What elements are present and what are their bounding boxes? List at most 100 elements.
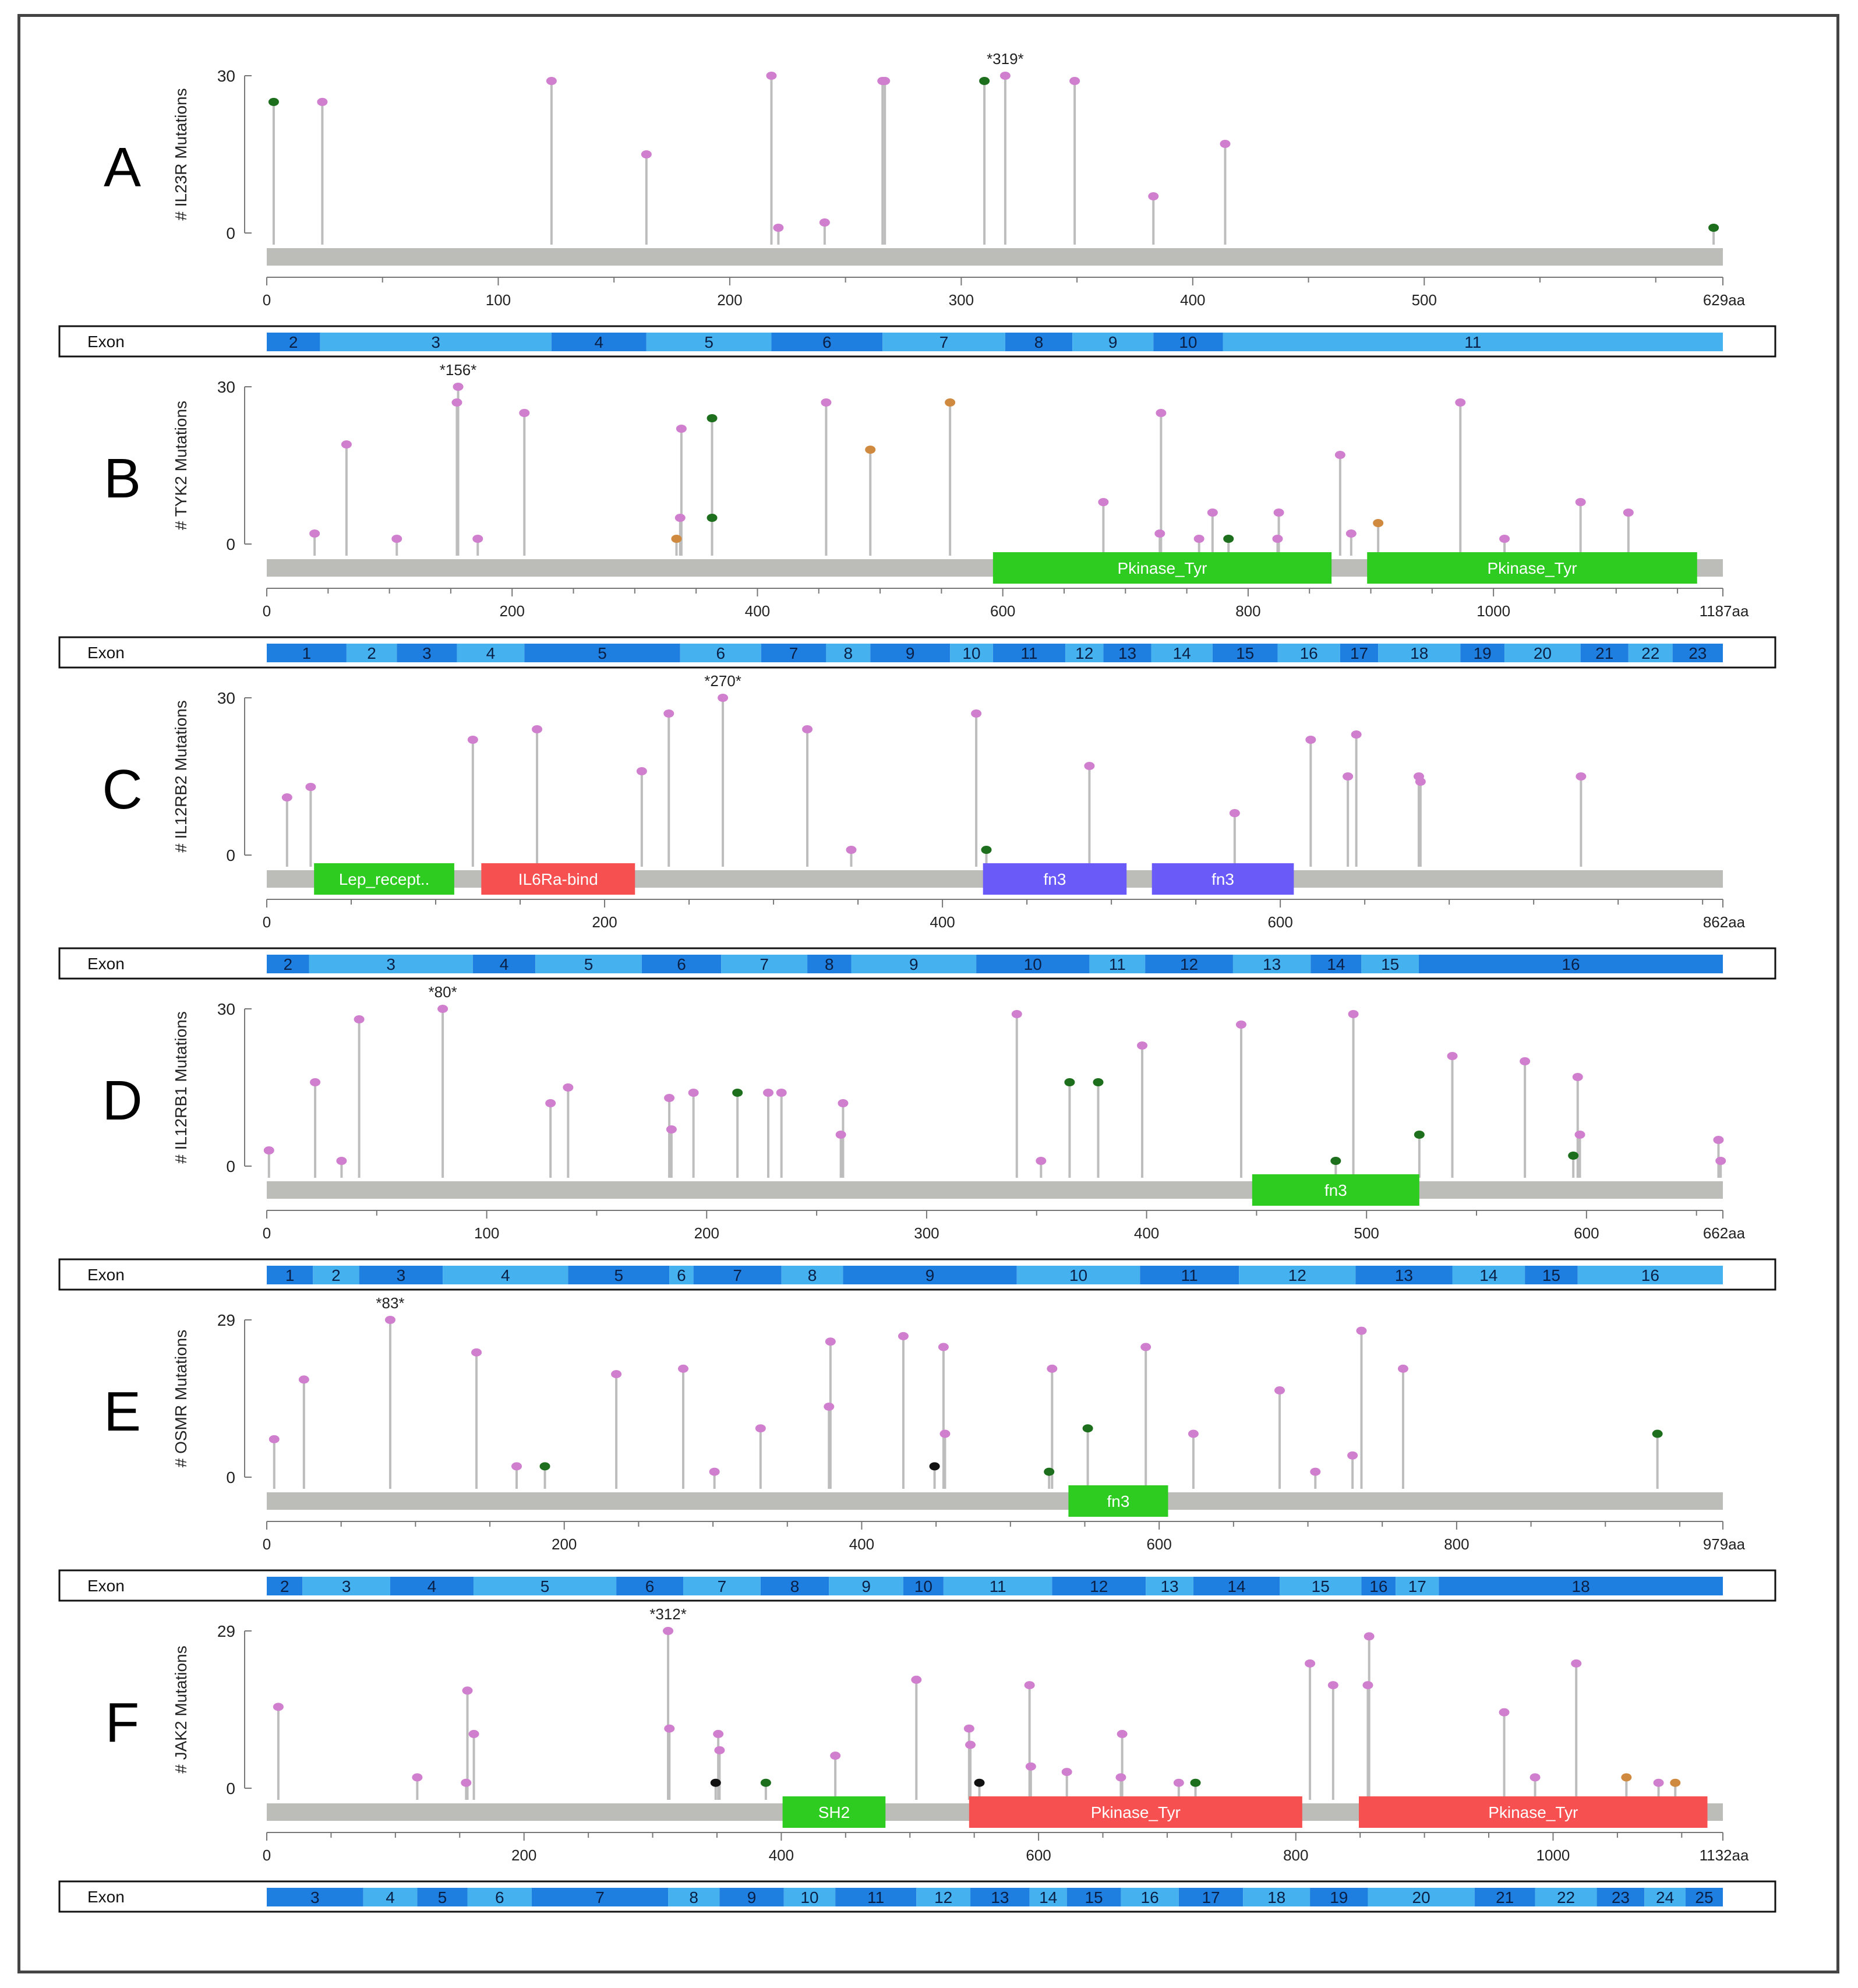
exon-number: 2 xyxy=(367,644,376,662)
mutation-head xyxy=(1621,1773,1632,1782)
exon-segment xyxy=(950,644,993,662)
mutation-head xyxy=(310,1078,321,1086)
exon-segment xyxy=(693,1266,782,1284)
mutation-head xyxy=(1343,772,1354,781)
exon-segment xyxy=(1460,644,1505,662)
exon-segment xyxy=(721,955,808,973)
exon-segment xyxy=(916,1888,971,1906)
mutation-head xyxy=(1345,529,1357,538)
mutation-head xyxy=(1137,1041,1148,1050)
exon-segment xyxy=(646,333,772,351)
exon-segment xyxy=(1280,1577,1362,1595)
mutation-head xyxy=(674,514,686,522)
protein-domain xyxy=(1359,1796,1708,1828)
x-tick-label: 400 xyxy=(930,913,955,931)
protein-domain-label: fn3 xyxy=(1043,870,1066,888)
protein-domain xyxy=(1367,552,1697,584)
exon-segment xyxy=(1193,1577,1280,1595)
exon-segment xyxy=(1016,1266,1140,1284)
exon-number: 10 xyxy=(914,1577,932,1595)
exon-segment xyxy=(1644,1888,1686,1906)
mutation-head xyxy=(825,1337,836,1346)
exon-number: 8 xyxy=(790,1577,800,1595)
mutation-head xyxy=(1082,1424,1093,1433)
exon-segment xyxy=(1066,1888,1121,1906)
exon-segment xyxy=(1005,333,1073,351)
x-end-label: 1132aa xyxy=(1700,1846,1749,1864)
mutation-head xyxy=(1572,1073,1583,1081)
exon-number: 22 xyxy=(1557,1888,1575,1906)
exon-number: 3 xyxy=(342,1577,351,1595)
exon-number: 14 xyxy=(1327,955,1345,973)
mutation-head xyxy=(1334,451,1345,459)
exon-number: 4 xyxy=(501,1266,510,1284)
mutation-head xyxy=(384,1316,395,1324)
mutation-head xyxy=(802,725,813,733)
protein-domain xyxy=(983,863,1127,895)
mutation-head xyxy=(714,1746,725,1754)
exon-segment xyxy=(669,1266,694,1284)
exon-segment xyxy=(1310,1888,1368,1906)
exon-number: 14 xyxy=(1173,644,1191,662)
mutation-head xyxy=(462,1686,473,1695)
exon-number: 9 xyxy=(906,644,915,662)
y-tick-label-max: 30 xyxy=(217,689,235,707)
exon-number: 2 xyxy=(331,1266,341,1284)
exon-segment xyxy=(535,955,642,973)
mutation-head xyxy=(709,1467,720,1476)
exon-segment xyxy=(443,1266,568,1284)
x-end-label: 862aa xyxy=(1703,913,1746,931)
mutation-head xyxy=(1568,1152,1579,1160)
mutation-head xyxy=(666,1125,677,1134)
mutation-head xyxy=(1414,1131,1425,1139)
exon-segment xyxy=(1577,1266,1723,1284)
mutation-head xyxy=(846,846,857,854)
mutation-head xyxy=(1330,1157,1341,1165)
exon-number: 15 xyxy=(1312,1577,1330,1595)
exon-number: 11 xyxy=(1464,333,1481,351)
mutation-head xyxy=(1415,778,1426,786)
exon-number: 18 xyxy=(1267,1888,1285,1906)
mutation-head xyxy=(898,1332,909,1340)
exon-number: 1 xyxy=(285,1266,295,1284)
exon-number: 7 xyxy=(939,333,949,351)
mutation-head xyxy=(354,1015,365,1023)
exon-number: 13 xyxy=(1395,1266,1413,1284)
x-tick-label: 0 xyxy=(263,291,271,309)
exon-segment xyxy=(870,644,951,662)
x-tick-label: 600 xyxy=(1146,1535,1171,1553)
x-tick-label: 600 xyxy=(1026,1846,1051,1864)
x-tick-label: 1000 xyxy=(1536,1846,1570,1864)
exon-number: 7 xyxy=(733,1266,742,1284)
exon-segment xyxy=(761,644,826,662)
exon-number: 11 xyxy=(1109,955,1126,973)
exon-number: 13 xyxy=(991,1888,1009,1906)
exon-number: 11 xyxy=(1181,1266,1198,1284)
mutation-head xyxy=(819,218,830,227)
exon-segment xyxy=(1672,644,1723,662)
mutation-head xyxy=(838,1099,849,1107)
mutation-head xyxy=(519,409,530,417)
protein-domain xyxy=(782,1796,886,1828)
exon-segment xyxy=(1535,1888,1597,1906)
exon-segment xyxy=(668,1888,720,1906)
exon-number: 10 xyxy=(962,644,980,662)
y-tick-label-max: 29 xyxy=(217,1622,235,1640)
exon-segment xyxy=(1277,644,1340,662)
exon-number: 15 xyxy=(1085,1888,1103,1906)
mutation-head xyxy=(911,1675,922,1684)
mutation-head xyxy=(467,736,478,744)
mutation-head xyxy=(671,535,682,543)
mutation-head xyxy=(1373,519,1384,527)
exon-label: Exon xyxy=(87,1266,125,1284)
exon-number: 7 xyxy=(718,1577,727,1595)
mutation-head xyxy=(1708,224,1719,232)
mutation-head xyxy=(1061,1768,1072,1777)
mutation-head xyxy=(336,1157,347,1165)
mutation-head xyxy=(773,224,784,232)
y-axis-title: # TYK2 Mutations xyxy=(172,401,190,530)
mutation-head xyxy=(1571,1659,1582,1668)
mutation-head xyxy=(641,150,652,158)
exon-segment xyxy=(851,955,977,973)
